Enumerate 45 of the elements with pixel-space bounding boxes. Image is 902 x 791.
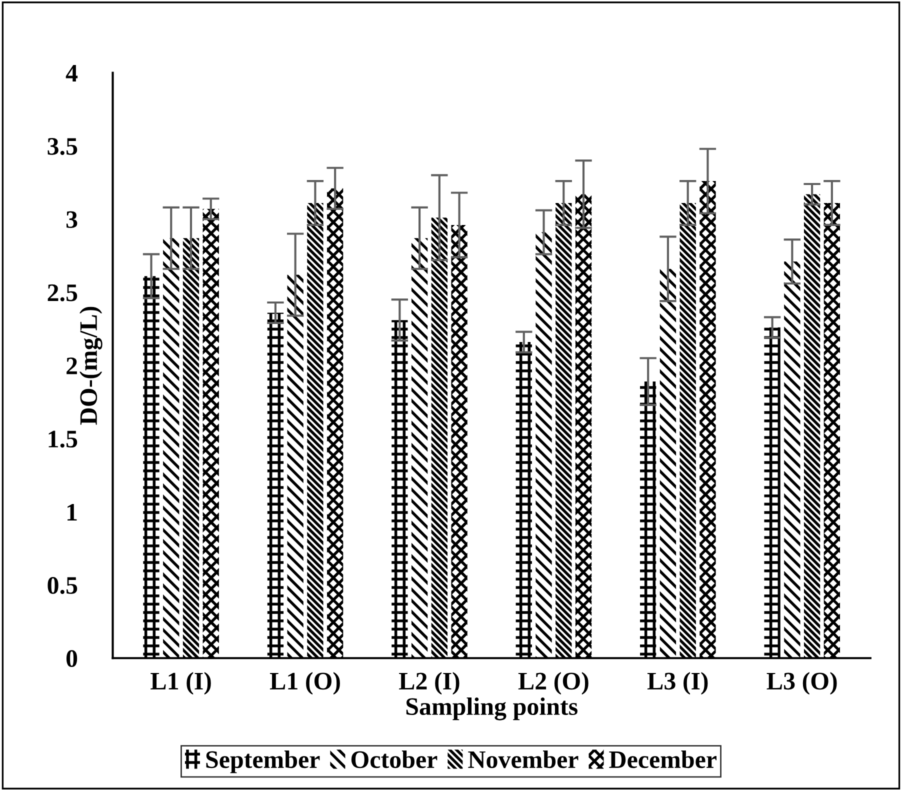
bar — [680, 203, 696, 658]
bar — [536, 232, 552, 658]
legend-label: September — [206, 750, 320, 774]
bar — [660, 268, 676, 658]
bar — [516, 342, 532, 658]
y-tick-label: 4 — [66, 64, 78, 82]
y-tick-label: 3 — [66, 211, 78, 228]
legend-label: December — [609, 750, 716, 768]
bar — [640, 382, 656, 658]
bar — [764, 327, 780, 658]
bar — [202, 208, 219, 658]
bar — [143, 276, 160, 658]
y-tick-label: 0 — [66, 650, 78, 668]
bar — [431, 218, 448, 658]
x-tick-label: L1 (I) — [150, 672, 211, 695]
legend-label: November — [468, 750, 578, 768]
bar — [163, 238, 180, 658]
x-axis-title: Sampling points — [406, 697, 578, 720]
y-tick-label: 2 — [66, 358, 77, 374]
bar — [451, 224, 468, 658]
y-tick-label: 1.5 — [48, 430, 78, 448]
bar — [327, 188, 344, 658]
bar — [287, 274, 304, 658]
y-tick-label: 1 — [68, 504, 77, 520]
y-tick-label: 0.5 — [48, 576, 78, 594]
x-tick-label: L3 (I) — [647, 672, 708, 695]
bar — [267, 312, 284, 658]
bar — [411, 238, 428, 658]
x-tick-label: L3 (O) — [766, 672, 837, 695]
y-tick-label: 2.5 — [48, 284, 78, 302]
bar — [556, 203, 572, 658]
x-tick-label: L2 (O) — [518, 672, 588, 695]
bar — [575, 194, 592, 658]
y-tick-label: 3.5 — [48, 138, 78, 155]
bar — [784, 262, 800, 658]
x-tick-label: L1 (O) — [270, 672, 340, 695]
bar — [804, 194, 820, 658]
bar — [392, 320, 408, 658]
x-tick-label: L2 (I) — [399, 672, 460, 695]
bar — [307, 203, 324, 658]
y-axis-title: DO-(mg/L) — [79, 306, 102, 425]
bar — [182, 238, 200, 658]
bar — [700, 181, 716, 658]
bar — [824, 203, 840, 658]
legend-label: October — [351, 750, 438, 768]
